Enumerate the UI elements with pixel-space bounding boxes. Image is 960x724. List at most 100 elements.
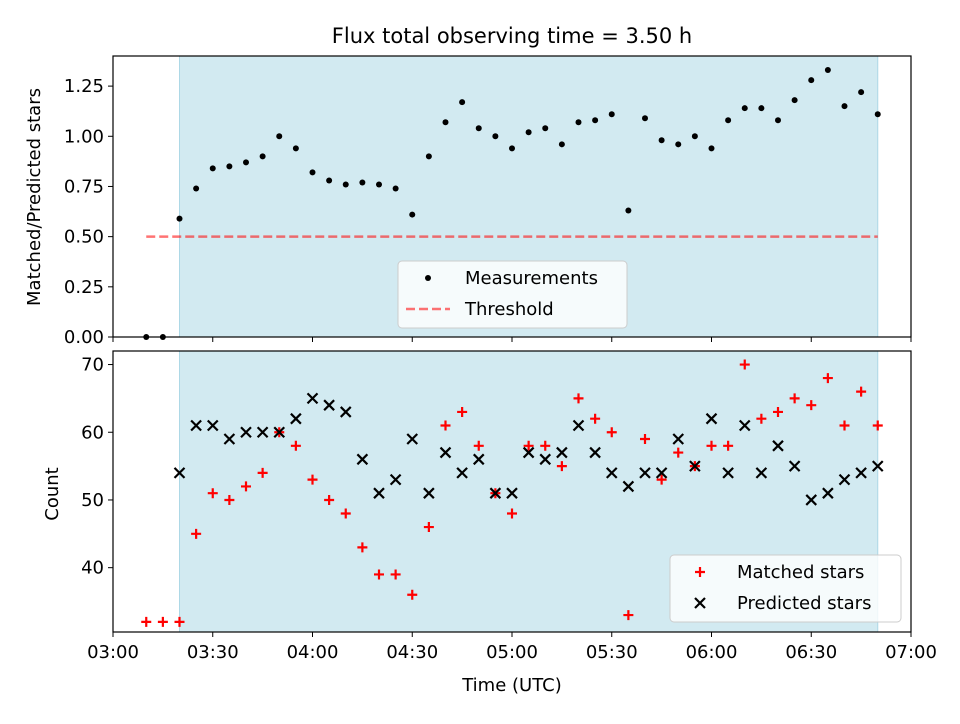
legend-box xyxy=(669,554,902,623)
data-point-predicted xyxy=(389,473,402,486)
legend-label: Threshold xyxy=(464,299,554,320)
data-point-measurement xyxy=(409,211,416,218)
data-point-matched xyxy=(141,616,152,627)
data-point-matched xyxy=(257,467,268,478)
legend-marker-matched xyxy=(695,567,705,577)
data-point-predicted xyxy=(190,419,202,432)
data-point-matched xyxy=(856,386,867,397)
x-tick-label: 06:00 xyxy=(686,642,738,663)
data-point-measurement xyxy=(575,119,582,126)
data-point-predicted xyxy=(722,467,734,479)
data-point-measurement xyxy=(359,179,366,186)
data-point-matched xyxy=(706,440,717,451)
legend: Matched stars Predicted stars xyxy=(669,554,902,623)
data-point-matched xyxy=(789,393,800,404)
y-tick-label: 1.00 xyxy=(64,126,104,147)
data-point-predicted xyxy=(240,426,252,439)
data-point-predicted xyxy=(323,399,335,411)
data-point-predicted xyxy=(522,446,535,459)
data-point-predicted xyxy=(306,392,319,405)
data-point-matched xyxy=(191,528,202,539)
data-point-predicted xyxy=(705,412,718,425)
data-point-matched xyxy=(573,393,584,404)
data-point-matched xyxy=(723,440,734,451)
legend-label: Measurements xyxy=(465,268,598,289)
data-point-predicted xyxy=(738,419,751,432)
data-point-predicted xyxy=(373,487,385,499)
data-point-predicted xyxy=(605,467,618,479)
data-point-measurement xyxy=(342,181,349,188)
data-point-predicted xyxy=(822,487,834,499)
y-tick-label: 60 xyxy=(81,422,104,443)
x-axis-label: Time (UTC) xyxy=(461,675,562,696)
data-point-measurement xyxy=(675,141,682,148)
data-point-measurement xyxy=(592,117,599,124)
data-point-matched xyxy=(556,461,567,472)
data-point-measurement xyxy=(176,215,183,222)
data-point-measurement xyxy=(392,185,399,192)
y-tick-label: 0.50 xyxy=(64,227,104,248)
data-point-measurement xyxy=(658,137,665,144)
data-point-predicted xyxy=(772,440,784,452)
y-tick-label: 1.25 xyxy=(64,76,104,97)
data-point-matched xyxy=(224,494,235,505)
data-point-measurement xyxy=(824,67,831,74)
data-point-measurement xyxy=(758,105,765,112)
y-tick-label: 0.25 xyxy=(64,277,104,298)
data-point-measurement xyxy=(475,125,482,132)
data-point-measurement xyxy=(509,145,515,152)
data-point-measurement xyxy=(725,117,732,124)
x-tick-label: 04:30 xyxy=(386,642,438,663)
data-point-predicted xyxy=(556,446,568,459)
bottom-panel: 40 50 60 70 03:00 03:30 04:00 04:30 05:00 05:30 06… xyxy=(81,350,937,663)
data-point-measurement xyxy=(791,97,798,104)
data-point-matched xyxy=(174,616,185,627)
data-point-measurement xyxy=(193,185,200,192)
data-point-matched xyxy=(523,440,534,451)
data-point-predicted xyxy=(871,460,884,472)
data-point-measurement xyxy=(775,117,781,124)
data-point-predicted xyxy=(755,467,768,479)
data-point-predicted xyxy=(290,412,302,425)
data-point-predicted xyxy=(406,433,419,445)
data-point-matched xyxy=(290,440,301,451)
y-tick-label: 0.75 xyxy=(64,176,104,197)
data-point-predicted xyxy=(572,419,585,432)
data-point-measurement xyxy=(243,159,249,166)
data-point-predicted xyxy=(689,460,701,472)
data-point-matched xyxy=(340,508,351,519)
data-point-matched xyxy=(656,474,667,485)
data-point-matched xyxy=(507,508,517,519)
data-point-matched xyxy=(540,440,551,451)
data-point-matched xyxy=(773,406,783,417)
data-point-measurement xyxy=(492,133,499,140)
bottom-y-axis-label: Count xyxy=(42,467,63,520)
legend-box xyxy=(397,260,628,329)
data-point-measurement xyxy=(874,111,881,118)
data-point-measurement xyxy=(542,125,549,132)
data-point-predicted xyxy=(489,487,502,499)
data-point-predicted xyxy=(639,467,651,479)
data-point-predicted xyxy=(206,419,219,432)
data-point-matched xyxy=(822,373,833,384)
data-point-measurement xyxy=(558,141,565,148)
data-point-measurement xyxy=(226,163,233,170)
data-point-predicted xyxy=(788,460,801,472)
data-point-matched xyxy=(673,447,684,458)
y-tick-label: 0.00 xyxy=(64,327,104,348)
data-point-matched xyxy=(390,569,401,580)
data-point-predicted xyxy=(256,426,269,439)
data-point-measurement xyxy=(459,99,466,106)
y-tick-label: 50 xyxy=(81,490,104,511)
data-point-measurement xyxy=(642,115,648,122)
top-panel: 0.00 0.25 0.50 0.75 1.00 1.25 Measurements Thre… xyxy=(64,55,912,348)
data-point-measurement xyxy=(741,105,748,112)
data-point-matched xyxy=(207,488,218,499)
data-point-measurement xyxy=(708,145,715,152)
y-tick-label: 70 xyxy=(81,355,104,376)
data-point-predicted xyxy=(506,487,518,499)
data-point-predicted xyxy=(589,446,601,459)
data-point-predicted xyxy=(855,467,867,479)
data-point-matched xyxy=(407,589,418,600)
data-point-matched xyxy=(590,413,601,424)
